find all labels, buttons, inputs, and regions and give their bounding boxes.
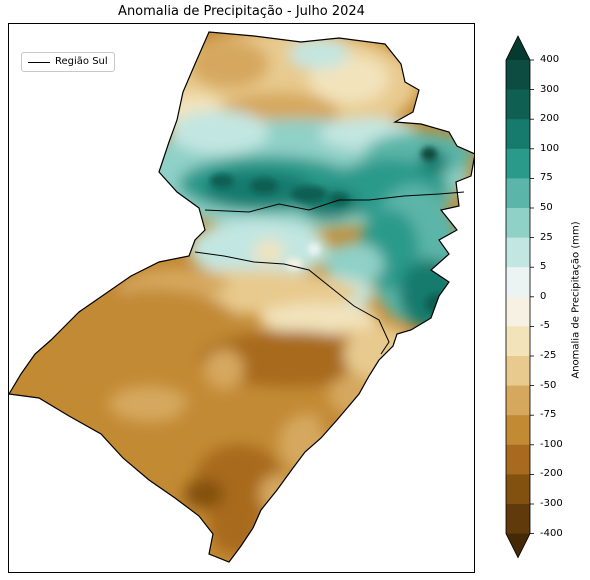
colorbar-segment bbox=[506, 178, 530, 209]
colorbar-tick-label: 300 bbox=[540, 83, 560, 95]
colorbar-segment bbox=[506, 474, 530, 505]
colorbar bbox=[505, 35, 534, 559]
colorbar-segment bbox=[506, 504, 530, 535]
anomaly-field bbox=[9, 32, 474, 562]
colorbar-tick-label: -400 bbox=[540, 527, 563, 539]
colorbar-segment bbox=[506, 208, 530, 239]
colorbar-tick-label: -25 bbox=[540, 350, 557, 361]
colorbar-segment bbox=[506, 237, 530, 268]
colorbar-label: Anomalia de Precipitação (mm) bbox=[570, 221, 582, 379]
colorbar-tick-label: -200 bbox=[540, 468, 563, 480]
colorbar-tick-label: -300 bbox=[540, 498, 563, 509]
legend-label: Região Sul bbox=[55, 56, 108, 67]
colorbar-segment bbox=[506, 267, 530, 298]
colorbar-tick-label: -5 bbox=[540, 320, 550, 332]
border-parana-santa-catarina bbox=[204, 191, 465, 213]
border-santa-catarina-rio-grande-do-sul bbox=[194, 251, 390, 355]
colorbar-tick-label: -100 bbox=[540, 438, 563, 450]
colorbar-segment bbox=[506, 415, 530, 446]
map-plot-area: Região Sul bbox=[8, 23, 475, 573]
colorbar-segment bbox=[506, 89, 530, 120]
colorbar-tick-label: 5 bbox=[540, 261, 547, 273]
colorbar-tick-label: 25 bbox=[540, 231, 553, 243]
colorbar-tick-label: 400 bbox=[540, 54, 560, 65]
map-legend: Região Sul bbox=[21, 52, 115, 72]
colorbar-segment bbox=[506, 326, 530, 357]
colorbar-segment bbox=[506, 444, 530, 475]
colorbar-segment bbox=[506, 296, 530, 327]
legend-line-swatch bbox=[28, 62, 50, 63]
colorbar-tick-label: -75 bbox=[540, 409, 557, 421]
colorbar-tick-label: -50 bbox=[540, 379, 557, 391]
colorbar-segment bbox=[506, 60, 530, 91]
colorbar-tick-label: 75 bbox=[540, 172, 553, 184]
colorbar-segment bbox=[506, 148, 530, 179]
colorbar-segment bbox=[506, 385, 530, 416]
map-title: Anomalia de Precipitação - Julho 2024 bbox=[118, 4, 365, 19]
colorbar-segment bbox=[506, 356, 530, 387]
colorbar-min-extension bbox=[506, 533, 530, 558]
colorbar-tick-label: 50 bbox=[540, 202, 553, 213]
colorbar-max-extension bbox=[506, 36, 530, 60]
region-outline bbox=[9, 31, 474, 563]
colorbar-tick-label: 100 bbox=[540, 142, 560, 154]
precipitation-anomaly-map bbox=[9, 31, 474, 563]
colorbar-tick-label: 0 bbox=[540, 290, 547, 302]
colorbar-tick-label: 200 bbox=[540, 113, 560, 125]
colorbar-segment bbox=[506, 119, 530, 150]
